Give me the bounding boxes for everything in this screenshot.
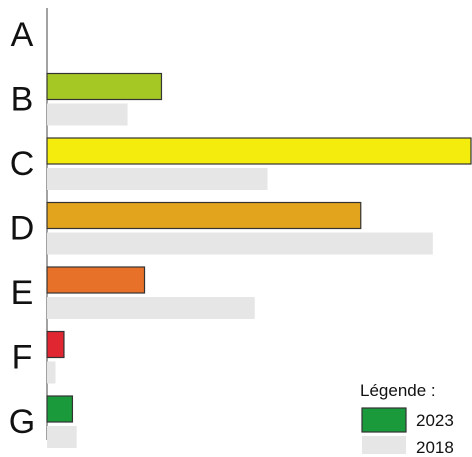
category-label-f: F (12, 339, 33, 377)
legend-swatch-2023 (361, 407, 407, 433)
bar-2023-f (46, 330, 65, 359)
bar-2018-e (47, 297, 255, 319)
bar-2023-b (46, 72, 163, 101)
category-label-c: C (10, 145, 35, 183)
category-label-a: A (11, 16, 34, 54)
bar-2018-c (47, 168, 268, 190)
legend-label-2018: 2018 (416, 438, 454, 457)
bar-2018-d (47, 232, 433, 255)
bar-2018-b (47, 103, 128, 126)
bars-layer (46, 72, 472, 448)
category-label-g: G (9, 403, 35, 441)
bar-2023-e (46, 266, 146, 294)
bar-2018-f (47, 361, 56, 384)
legend-title: Légende : (360, 381, 436, 400)
legend: Légende : 2023 2018 (360, 381, 454, 457)
bar-2018-g (47, 426, 77, 448)
bar-2023-d (46, 201, 362, 230)
legend-swatch-2018 (362, 436, 406, 454)
bar-2023-c (46, 137, 472, 165)
category-label-d: D (10, 210, 35, 248)
bar-2023-g (46, 395, 74, 423)
legend-label-2023: 2023 (416, 411, 454, 430)
category-label-b: B (11, 81, 34, 119)
category-label-e: E (11, 274, 34, 312)
